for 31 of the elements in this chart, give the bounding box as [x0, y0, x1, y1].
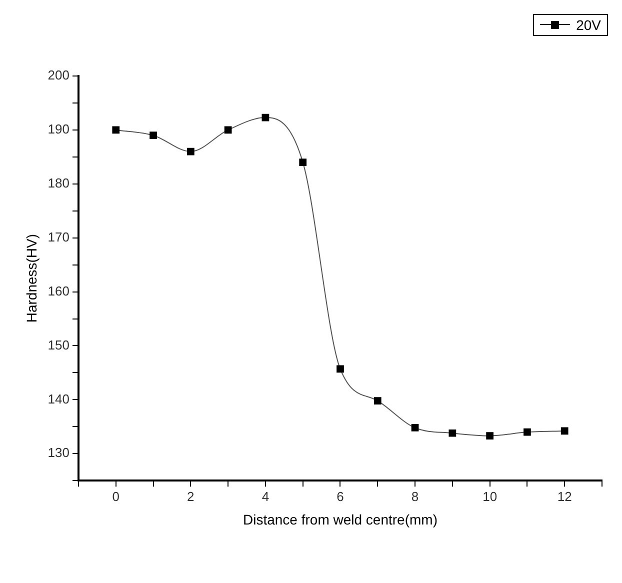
point: [560, 427, 568, 435]
y-tick-label: 140: [48, 391, 70, 406]
point: [224, 126, 232, 134]
y-axis-title: Hardness(HV): [23, 234, 40, 323]
x-tick-label: 0: [112, 488, 120, 504]
point: [448, 429, 456, 437]
point: [150, 132, 157, 140]
x-tick-label: 10: [482, 488, 498, 504]
y-tick-label: 180: [48, 175, 70, 190]
point: [262, 114, 270, 122]
x-axis-title: Distance from weld centre(mm): [242, 511, 438, 528]
y-tick-label: 160: [48, 283, 70, 298]
x-tick-label: 2: [187, 488, 194, 504]
y-tick-label: 150: [48, 337, 70, 352]
y-tick-label: 130: [48, 445, 70, 460]
x-tick-label: 6: [336, 488, 344, 504]
point: [374, 397, 382, 404]
point: [299, 158, 307, 166]
point: [486, 432, 494, 440]
point: [186, 148, 194, 156]
y-tick-label: 170: [48, 229, 70, 244]
point: [524, 428, 531, 436]
point: [411, 424, 419, 432]
x-tick-label: 4: [262, 488, 270, 504]
x-tick-label: 8: [411, 488, 419, 504]
point: [112, 126, 120, 134]
y-tick-label: 190: [48, 122, 70, 137]
point: [336, 365, 344, 373]
x-tick-label: 12: [557, 488, 572, 504]
y-tick-label: 200: [48, 68, 70, 83]
legend-label: 20V: [576, 17, 601, 33]
